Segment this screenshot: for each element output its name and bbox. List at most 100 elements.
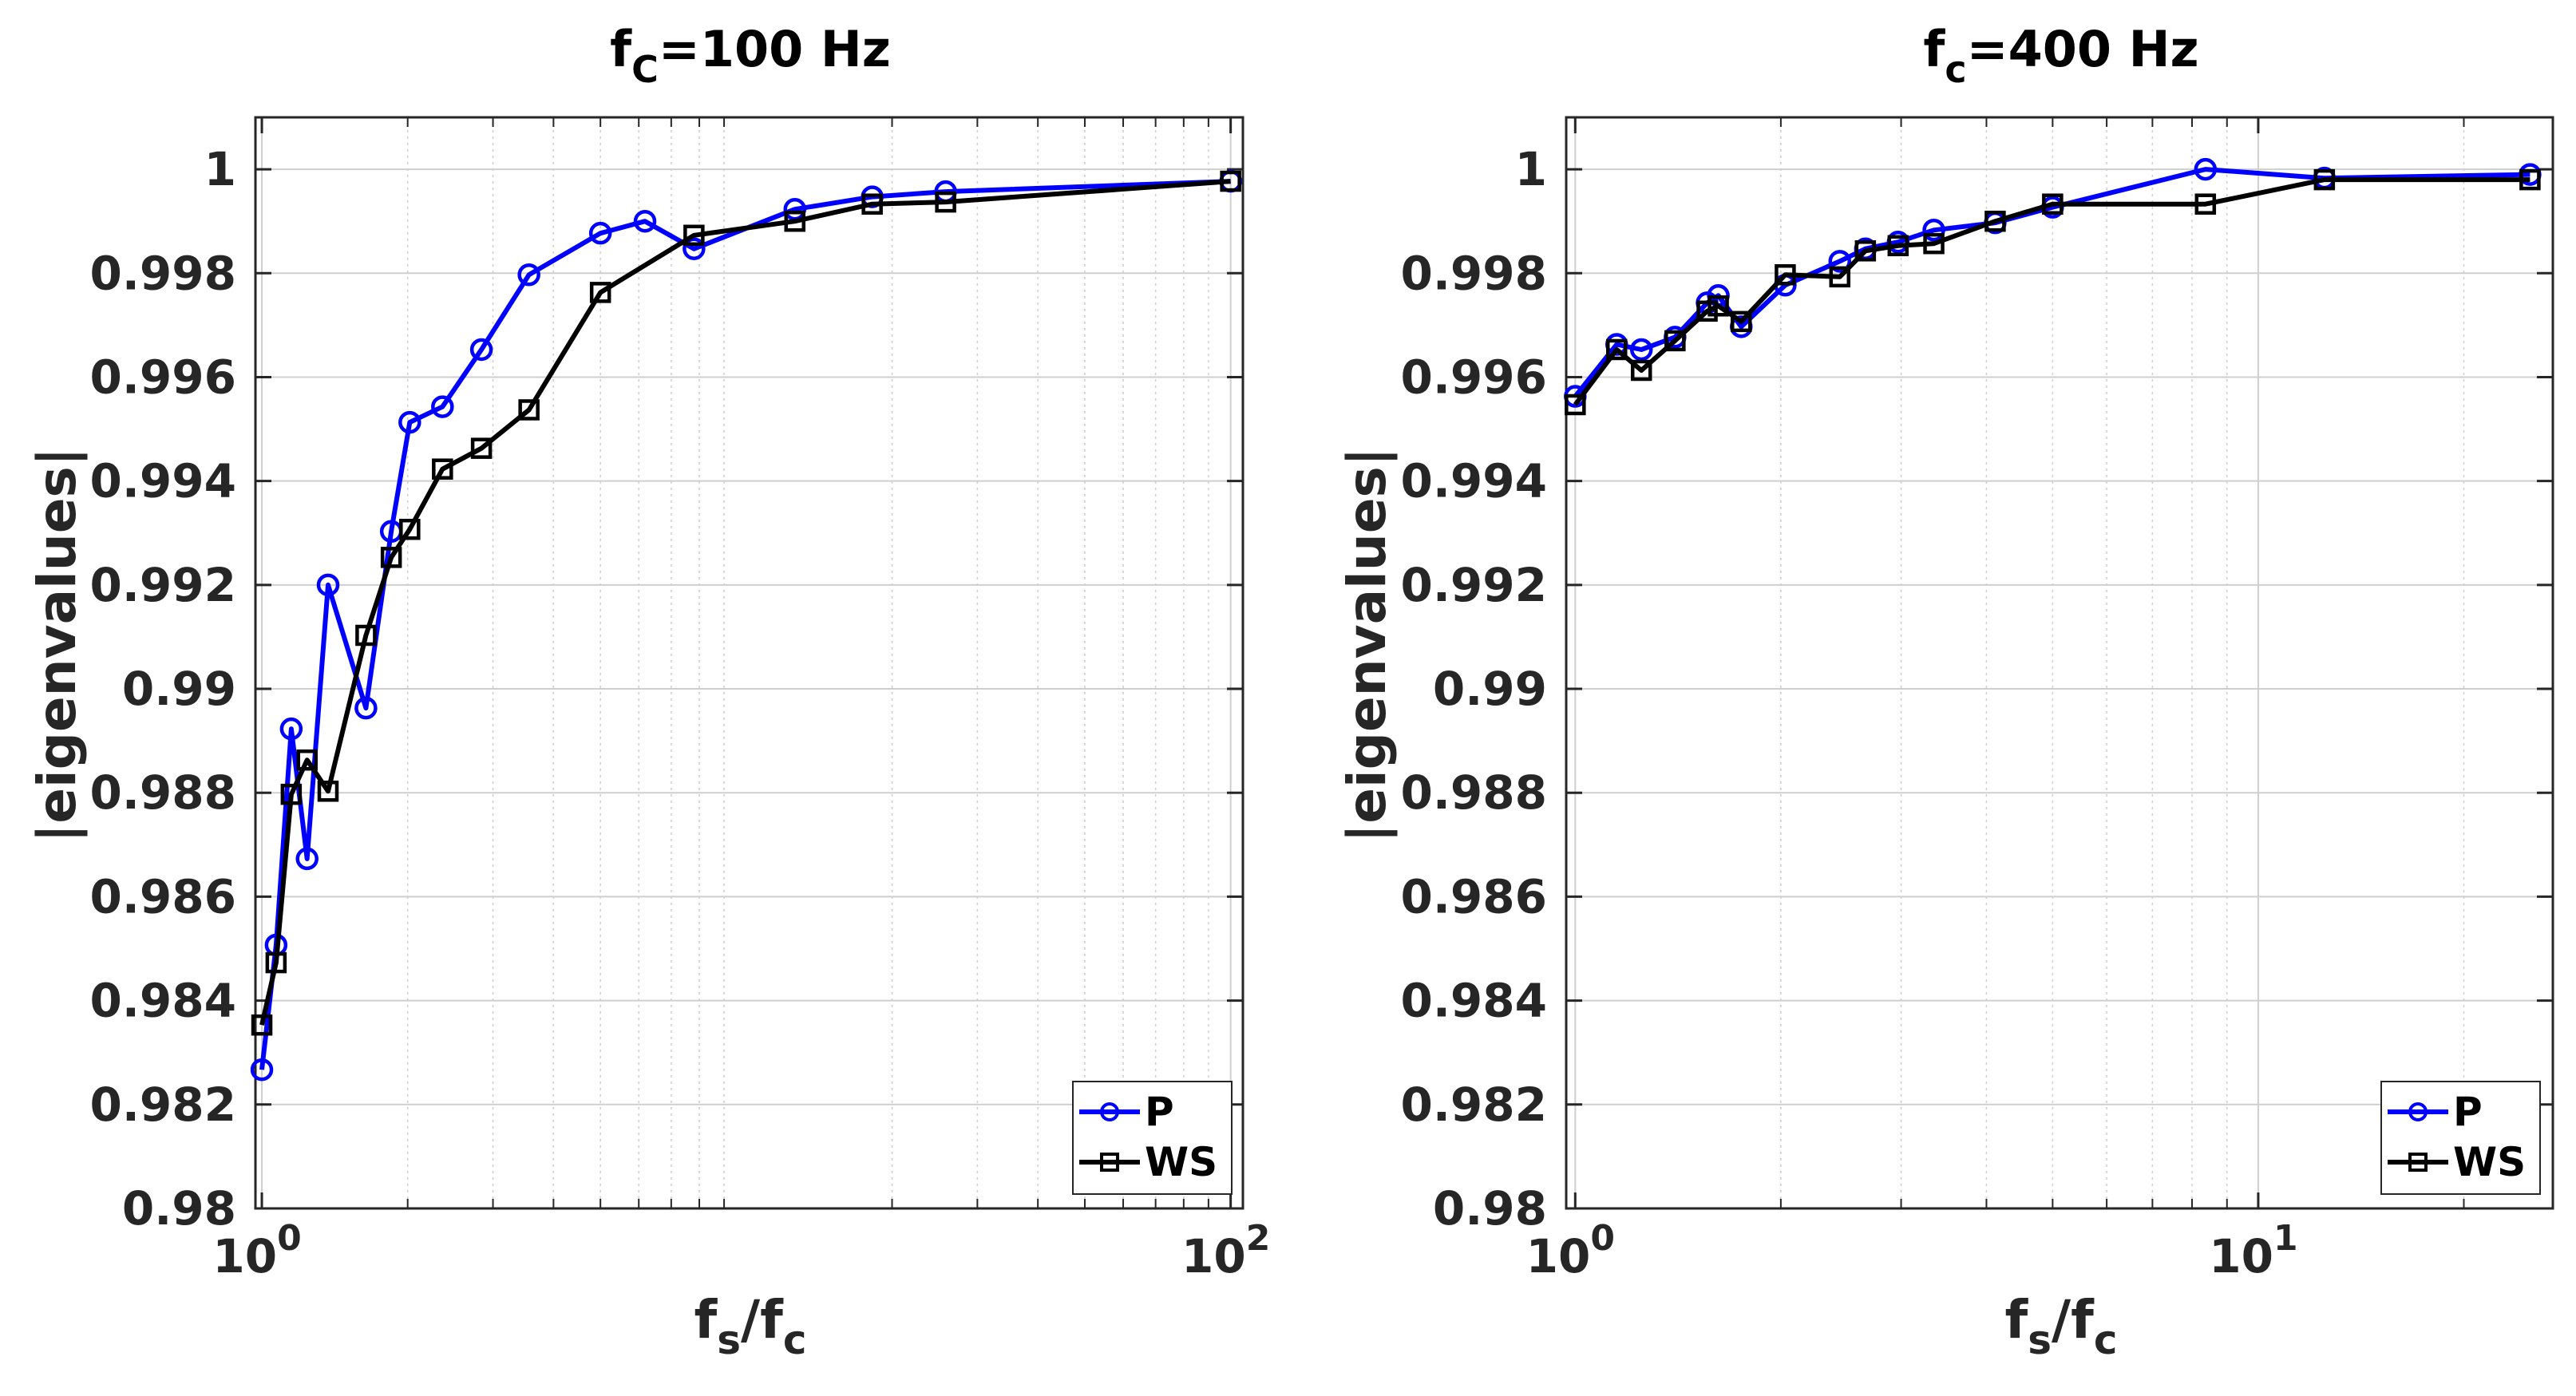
data-point-ws (2519, 168, 2541, 191)
y-tick-label: 0.996 (1401, 350, 1547, 404)
data-point-p (295, 847, 319, 871)
data-point-ws (1707, 295, 1729, 317)
series-line-ws (1573, 177, 2530, 406)
data-point-p (250, 1058, 274, 1082)
y-tick-label: 1 (1515, 142, 1547, 196)
data-point-ws (589, 282, 611, 303)
data-point-ws (2042, 193, 2064, 215)
data-point-ws (1829, 266, 1851, 288)
y-tick-label: 0.996 (90, 350, 236, 404)
data-point-ws (1731, 310, 1752, 333)
y-tick-label: 0.98 (1433, 1181, 1547, 1236)
data-point-ws (265, 951, 287, 974)
data-point-ws (380, 547, 402, 568)
y-tick-label: 0.994 (90, 454, 236, 508)
legend-item-ws: WS (1079, 1139, 1217, 1185)
data-point-ws (518, 399, 540, 421)
legend: P WS (1072, 1081, 1233, 1195)
y-tick-label: 0.99 (1433, 662, 1547, 716)
legend-label-ws: WS (2453, 1139, 2526, 1185)
data-point-ws (1775, 263, 1796, 286)
x-tick-label: 102 (1181, 1218, 1270, 1283)
legend-item-p: P (2388, 1089, 2483, 1135)
axes-frame (1565, 116, 2554, 1210)
data-point-ws (317, 781, 339, 802)
y-tick-label: 0.984 (1401, 974, 1547, 1028)
chart-panel-fc-100: fC=100 Hz |eigenvalues| fs/fc 100 102 0.98… (26, 20, 1270, 1363)
chart-panel-fc-400: fc=400 Hz |eigenvalues| fs/fc 100 101 0.98… (1336, 20, 2554, 1363)
chart-title: fc=400 Hz (1923, 20, 2198, 91)
axes-frame (254, 116, 1244, 1210)
data-point-p (2194, 157, 2218, 181)
x-tick-label: 100 (212, 1218, 301, 1283)
data-point-ws (470, 437, 493, 459)
data-point-p (1828, 250, 1852, 273)
y-axis-label: |eigenvalues| (1336, 447, 1399, 843)
data-point-ws (1664, 330, 1686, 352)
data-point-ws (683, 224, 705, 247)
data-point-ws (432, 458, 453, 480)
y-tick-label: 0.98 (122, 1181, 236, 1236)
data-point-ws (1606, 338, 1628, 361)
series-ws (1565, 168, 2541, 416)
legend-item-p: P (1079, 1089, 1174, 1135)
y-tick-label: 0.982 (1401, 1078, 1547, 1132)
data-point-ws (1854, 240, 1877, 262)
data-point-p (1922, 219, 1945, 242)
data-point-p (588, 221, 612, 245)
y-tick-label: 1 (204, 142, 236, 196)
legend-label-p: P (2453, 1089, 2483, 1135)
legend-item-ws: WS (2388, 1139, 2526, 1185)
x-tick-label: 101 (2209, 1218, 2297, 1283)
data-point-ws (861, 193, 883, 215)
data-point-ws (1887, 235, 1909, 257)
x-axis-label: fs/fc (2005, 1289, 2118, 1363)
y-tick-label: 0.986 (90, 869, 236, 923)
x-tick-label: 100 (1526, 1218, 1615, 1283)
data-point-p (431, 395, 454, 418)
data-point-ws (355, 624, 377, 647)
legend-label-p: P (1145, 1089, 1174, 1135)
y-tick-label: 0.998 (90, 246, 236, 300)
x-axis-label: fs/fc (694, 1289, 807, 1363)
plot-area: 100 101 0.98 0.982 0.984 0.986 0.988 0.99 0.992 0… (1401, 116, 2554, 1283)
data-point-p (279, 717, 303, 741)
y-tick-label: 0.988 (90, 765, 236, 820)
y-tick-label: 0.984 (90, 974, 236, 1028)
data-point-ws (1630, 359, 1652, 382)
series-line-p (259, 179, 1231, 1070)
y-tick-label: 0.992 (90, 558, 236, 612)
data-point-ws (1923, 232, 1945, 255)
data-point-ws (280, 783, 303, 805)
series-p (250, 169, 1242, 1082)
y-tick-label: 0.982 (90, 1078, 236, 1132)
y-tick-label: 0.988 (1401, 765, 1547, 820)
data-point-ws (296, 749, 318, 771)
series-ws (251, 170, 1241, 1036)
series-line-p (1573, 167, 2530, 398)
data-point-p (1629, 338, 1653, 362)
data-point-ws (2313, 168, 2336, 191)
plot-area: 100 102 0.98 0.982 0.984 0.986 0.988 0.99 0.992 0… (90, 116, 1270, 1283)
data-point-p (316, 573, 340, 597)
data-point-ws (784, 210, 805, 232)
y-tick-label: 0.998 (1401, 246, 1547, 300)
data-point-ws (399, 518, 421, 540)
data-point-p (683, 237, 706, 260)
data-point-ws (1984, 210, 2006, 232)
chart-title: fC=100 Hz (610, 20, 891, 91)
data-point-ws (1696, 300, 1718, 322)
data-point-p (469, 338, 493, 362)
legend-label-ws: WS (1145, 1139, 1217, 1185)
y-tick-label: 0.986 (1401, 869, 1547, 923)
y-tick-label: 0.994 (1401, 454, 1547, 508)
y-tick-label: 0.992 (1401, 558, 1547, 612)
data-point-p (398, 410, 421, 434)
data-point-p (517, 263, 540, 287)
data-point-ws (2194, 193, 2217, 215)
data-point-ws (1220, 170, 1241, 192)
data-point-ws (1565, 393, 1586, 416)
data-point-ws (935, 191, 956, 213)
data-point-ws (251, 1014, 273, 1036)
